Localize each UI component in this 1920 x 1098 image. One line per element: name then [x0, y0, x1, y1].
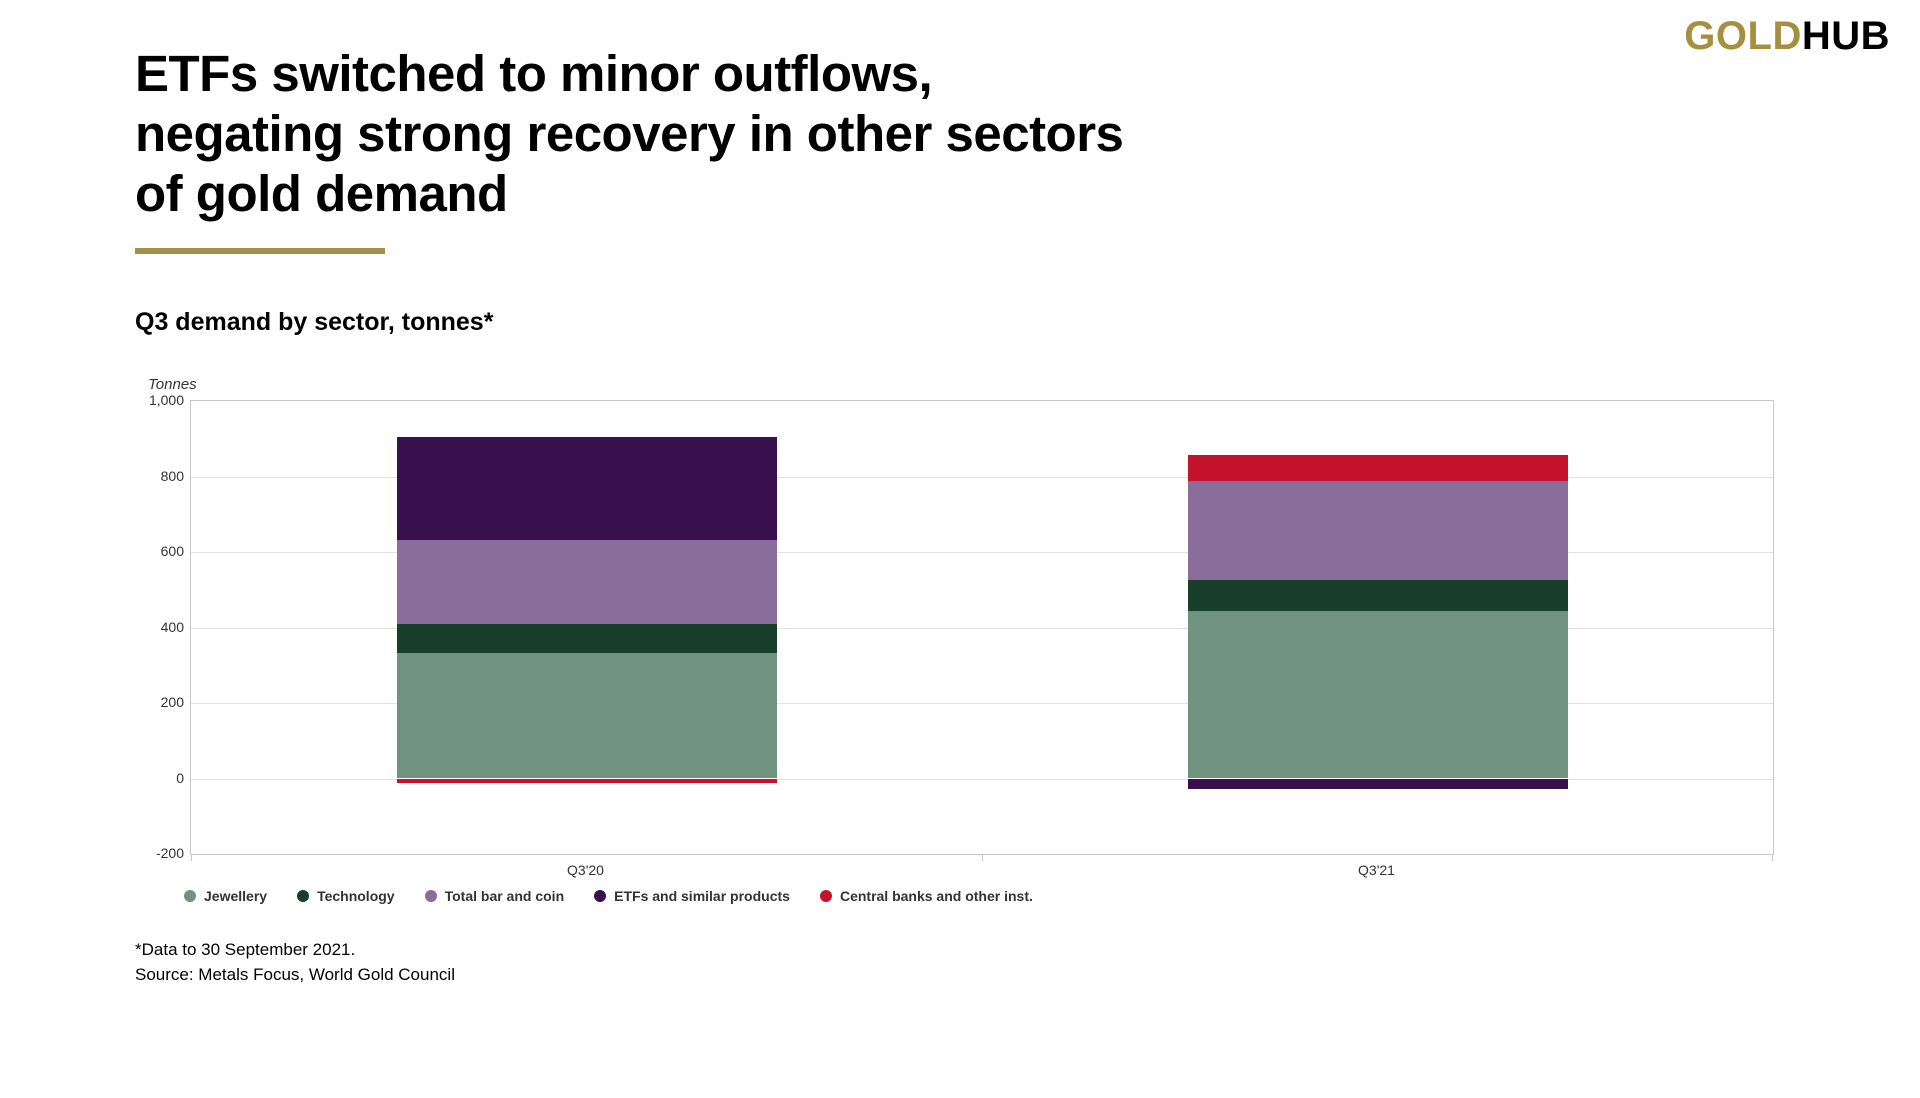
- gridline: [191, 627, 1773, 629]
- footnote-source: Source: Metals Focus, World Gold Council: [135, 964, 455, 984]
- gridline: [191, 476, 1773, 478]
- y-axis-labels: -200 0 200 400 600 800 1,000: [140, 392, 184, 861]
- y-tick-label: 600: [160, 543, 184, 559]
- page-title: ETFs switched to minor outflows, negatin…: [135, 45, 1124, 222]
- x-axis-tick: [191, 854, 192, 861]
- chart: Tonnes -200 0 200 400 600 800 1,000 Q3'20 Q3'21: [140, 376, 1790, 891]
- x-axis-labels: Q3'20 Q3'21: [190, 862, 1772, 882]
- plot-area: [190, 400, 1774, 861]
- legend-dot: [819, 890, 832, 902]
- y-axis-title: Tonnes: [148, 376, 197, 393]
- legend-dot: [424, 890, 437, 902]
- bar-segment-etfs-and-similar-products[interactable]: [396, 436, 777, 540]
- bar-segment-jewellery[interactable]: [1187, 611, 1568, 779]
- logo-gold-text: GOLD: [1684, 14, 1802, 58]
- bar-segment-technology[interactable]: [1187, 579, 1568, 612]
- bar-segment-central-banks-and-other-inst[interactable]: [396, 778, 777, 783]
- legend-label: Jewellery: [204, 888, 268, 904]
- bar-segment-central-banks-and-other-inst[interactable]: [1187, 454, 1568, 481]
- y-tick-label: 400: [160, 618, 184, 635]
- y-tick-label: 1,000: [148, 392, 184, 408]
- bar-segment-total-bar-and-coin[interactable]: [396, 539, 777, 624]
- x-axis-tick: [1772, 854, 1773, 861]
- chart-subtitle: Q3 demand by sector, tonnes*: [135, 308, 494, 336]
- legend-label: ETFs and similar products: [614, 888, 790, 904]
- logo-hub-text: HUB: [1801, 14, 1890, 58]
- legend-label: Technology: [317, 888, 395, 904]
- gridline: [191, 552, 1773, 553]
- y-tick-label: 800: [160, 467, 184, 484]
- bar-segment-technology[interactable]: [396, 623, 777, 653]
- legend-dot: [184, 890, 196, 902]
- footnote-data-note: *Data to 30 September 2021.: [135, 940, 356, 959]
- footnote: *Data to 30 September 2021. Source: Meta…: [135, 938, 455, 987]
- legend-dot: [594, 890, 607, 902]
- legend-label: Central banks and other inst.: [839, 888, 1033, 904]
- y-tick-label: 200: [160, 694, 184, 710]
- bar-segment-jewellery[interactable]: [396, 652, 777, 779]
- legend-dot: [297, 890, 310, 902]
- legend: Jewellery Technology Total bar and coin ETF…: [184, 888, 1033, 904]
- gridline: [191, 703, 1773, 704]
- title-underline: [135, 248, 385, 254]
- bar-segment-total-bar-and-coin[interactable]: [1187, 480, 1568, 580]
- legend-item-jewellery[interactable]: Jewellery: [184, 888, 267, 904]
- x-tick-label: Q3'21: [1358, 862, 1395, 878]
- legend-item-technology[interactable]: Technology: [297, 888, 395, 904]
- legend-item-etfs-and-similar-products[interactable]: ETFs and similar products: [594, 888, 790, 904]
- legend-label: Total bar and coin: [444, 888, 565, 904]
- x-axis-tick: [982, 854, 983, 861]
- legend-item-total-bar-and-coin[interactable]: Total bar and coin: [424, 888, 565, 904]
- gridline: [191, 778, 1773, 780]
- legend-item-central-banks-and-other-inst[interactable]: Central banks and other inst.: [819, 888, 1033, 904]
- y-tick-label: 0: [176, 769, 184, 786]
- bar-segment-etfs-and-similar-products[interactable]: [1187, 778, 1568, 789]
- goldhub-logo[interactable]: GOLDHUB: [1684, 14, 1890, 59]
- x-tick-label: Q3'20: [567, 862, 604, 878]
- y-tick-label: -200: [155, 845, 184, 861]
